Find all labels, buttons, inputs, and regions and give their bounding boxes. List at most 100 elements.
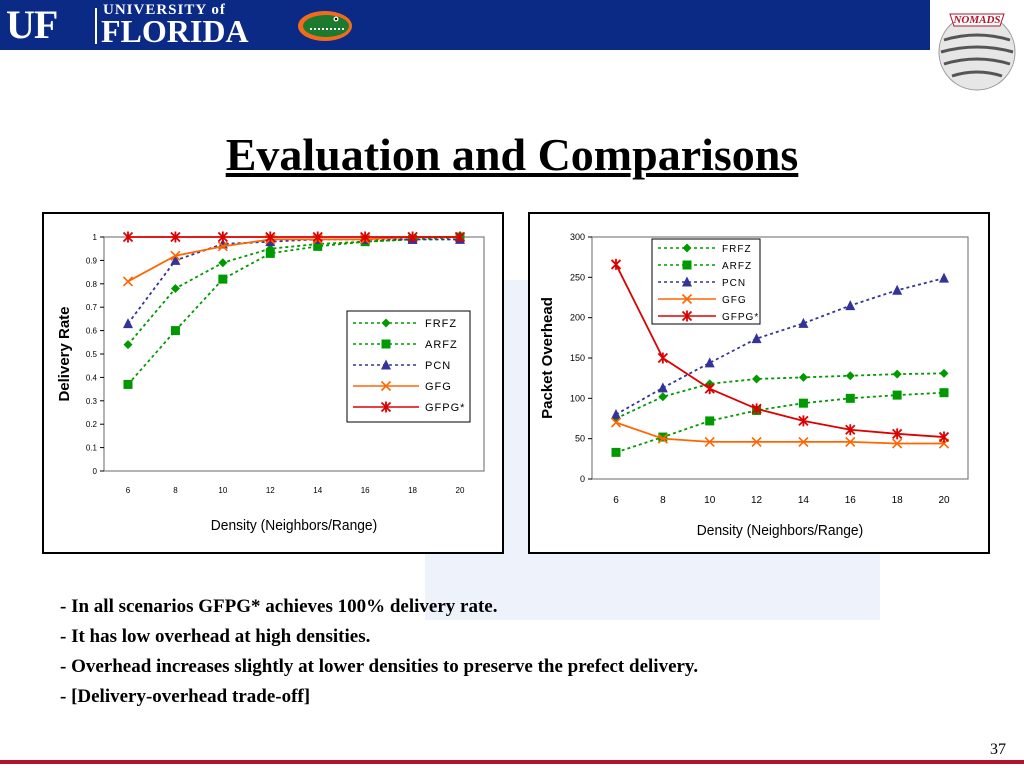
legend-marker [380,401,392,413]
data-point [939,272,949,283]
data-point [611,447,621,457]
legend-marker [380,380,392,392]
x-axis-label: Density (Neighbors/Range) [697,523,863,540]
legend-label: GFPG* [722,312,759,323]
x-tick-label: 10 [218,486,227,495]
data-point [170,326,180,336]
packet-overhead-chart: 0 50 100 150 200 250 300 6 8 10 12 14 16 18 20 Density … [528,212,990,554]
y-tick-label: 0.4 [86,373,98,382]
legend-marker [381,339,391,349]
data-point [892,369,902,379]
data-point [610,258,622,270]
data-point [407,231,418,243]
data-point [312,231,323,243]
legend-label: FRFZ [425,318,457,330]
data-point [123,340,133,350]
data-point [845,393,855,403]
data-point [798,436,809,447]
y-tick-label: 200 [570,313,585,323]
y-tick-label: 0.1 [86,444,98,453]
y-tick-label: 250 [570,272,585,282]
data-point [610,417,622,428]
series-line [615,264,945,438]
series-line [615,277,945,416]
data-point [658,392,668,402]
legend-marker [681,293,693,305]
uf-logo: UF UNIVERSITY of FLORIDA [0,0,292,50]
data-point [939,388,949,398]
legend-label: PCN [425,360,451,372]
legend-marker [681,310,693,322]
legend: FRFZ ARFZ PCN GFG GFPG* [346,310,471,423]
data-point [360,231,371,243]
legend-label: GFPG* [425,402,465,414]
data-point [657,433,668,444]
y-tick-label: 0.7 [86,303,98,312]
data-point [939,368,949,378]
data-point [845,300,856,311]
data-point [751,436,762,447]
series-gfpg-star [122,231,466,243]
legend: FRFZ ARFZ PCN GFG GFPG* [651,238,761,325]
x-tick-label: 12 [266,486,275,495]
data-point [170,231,181,243]
y-tick-label: 150 [570,353,585,363]
data-point [845,424,856,436]
data-point [892,390,902,400]
delivery-rate-chart: 0 0.1 0.2 0.3 0.4 0.5 0.6 0.7 0.8 0.9 1 6 8 10 12 14 16 1… [42,212,504,554]
data-point [751,403,762,415]
data-point [798,415,809,427]
data-point [798,398,808,408]
legend-label: GFG [722,295,747,306]
gator-icon [292,0,358,50]
delivery-rate-chart-svg: 00.10.20.30.40.50.60.70.80.916 8 10 12 14 16 1… [56,231,485,534]
x-tick-label: 14 [798,495,810,506]
data-point [170,250,181,261]
y-tick-label: 0.3 [86,397,98,406]
data-point [845,436,856,447]
nomads-logo-text: NOMADS [952,14,1000,26]
nomads-logo: NOMADS [930,0,1024,94]
slide-title: Evaluation and Comparisons [225,129,799,180]
x-tick-label: 6 [126,486,131,495]
legend-marker [381,318,391,328]
legend-label: ARFZ [425,339,458,351]
series-line [127,236,461,386]
data-point [123,379,133,389]
y-tick-label: 0.5 [86,350,98,359]
data-point [218,258,228,268]
data-point [751,333,762,344]
data-point [938,431,950,443]
y-tick-label: 300 [570,232,585,242]
bullet-item: - [Delivery-overhead trade-off] [60,686,311,707]
x-tick-label: 6 [613,495,619,506]
data-point [658,432,668,442]
page-number: 37 [990,741,1006,758]
bullet-list: - In all scenarios GFPG* achieves 100% d… [60,592,698,712]
y-axis-label: Delivery Rate [56,306,73,401]
legend-label: ARFZ [722,261,752,272]
legend-box [346,310,471,423]
y-tick-label: 100 [570,393,585,403]
x-tick-label: 16 [845,495,857,506]
x-tick-label: 20 [938,495,950,506]
series-line [615,391,945,454]
data-point [798,372,808,382]
legend-marker [682,243,692,253]
data-point [704,357,715,368]
series-gfg [610,417,950,449]
footer-line [0,760,1024,764]
data-point [892,284,903,295]
bullet-item: - Overhead increases slightly at lower d… [60,656,699,677]
packet-overhead-chart-svg: 0 50 100 150 200 250 300 6 8 10 12 14 16 18 20 Density … [539,232,969,540]
legend-label: PCN [722,278,746,289]
x-tick-label: 8 [660,495,666,506]
y-tick-label: 1 [93,233,98,242]
data-point [265,248,275,258]
legend-marker [381,359,391,370]
y-tick-label: 0.2 [86,420,98,429]
series-pcn [611,272,949,419]
legend-marker [682,276,692,287]
bullet-item: - It has low overhead at high densities. [60,626,371,647]
uf-logo-university: UNIVERSITY of [103,2,226,18]
